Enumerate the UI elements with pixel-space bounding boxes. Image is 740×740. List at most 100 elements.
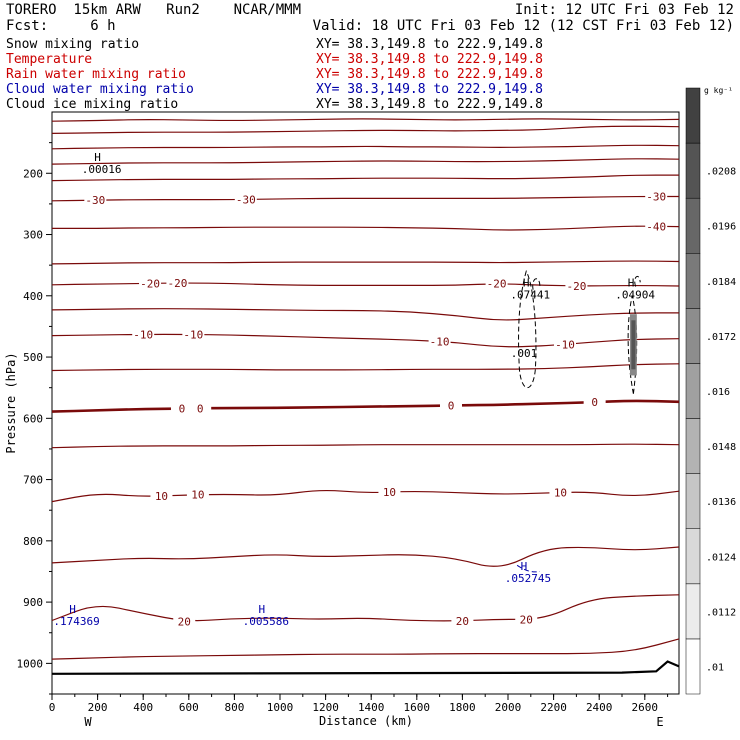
cloud-features	[516, 269, 641, 573]
max-value: .00016	[82, 163, 122, 176]
contour-label: -30	[85, 194, 105, 207]
y-tick-label: 400	[23, 290, 43, 303]
contour-label-bg	[554, 338, 576, 351]
x-tick-label: 600	[179, 701, 199, 714]
field-name: Cloud water mixing ratio	[6, 82, 194, 97]
x-tick-label: 2600	[632, 701, 659, 714]
contour-label: -10	[555, 338, 575, 351]
ice-region-outline	[634, 275, 641, 287]
temperature-contour-line	[51, 260, 680, 265]
temperature-contour-line	[51, 489, 680, 503]
temperature-contour-line	[51, 144, 680, 150]
east-label: E	[656, 715, 663, 729]
contour-label-bg	[645, 220, 668, 233]
contour-label: 10	[155, 490, 168, 503]
colorbar-tick-label: .0136	[706, 497, 736, 508]
max-marker-h: H	[258, 603, 265, 616]
x-tick-label: 1800	[449, 701, 476, 714]
colorbar-tick-label: .0184	[706, 277, 736, 288]
colorbar-segment	[685, 418, 701, 474]
contour-label: -30	[236, 193, 256, 206]
y-tick-label: 1000	[17, 657, 44, 670]
contour-label-bg	[428, 335, 451, 348]
x-tick-label: 1600	[404, 701, 431, 714]
contour-label-bg	[166, 277, 189, 290]
contour-label-bg	[440, 399, 462, 412]
field-xy: XY= 38.3,149.8 to 222.9,149.8	[316, 97, 543, 112]
temperature-contour-line	[51, 225, 680, 231]
contour-label: 10	[191, 489, 204, 502]
maxima-labels: H.174369H.005586H.052745H.07441H.04904H.…	[53, 151, 655, 628]
field-list: Snow mixing ratio XY= 38.3,149.8 to 222.9…	[6, 37, 543, 112]
terrain	[51, 660, 680, 675]
west-label: W	[84, 715, 92, 729]
header: TORERO 15km ARW Run2 NCAR/MMM Init: 12 U…	[6, 2, 734, 34]
max-marker-h: H	[69, 603, 76, 616]
max-value: .174369	[53, 615, 99, 628]
plot-frame	[51, 111, 680, 695]
colorbar-segment	[685, 583, 701, 640]
temperature-contour-line	[51, 282, 680, 287]
temperature-contour-line	[51, 399, 680, 413]
temperature-contour-line	[51, 443, 680, 449]
x-tick-label: 800	[224, 701, 244, 714]
max-value: .04904	[615, 289, 655, 302]
colorbar-tick-label: .0124	[706, 552, 736, 563]
y-tick-label: 700	[23, 474, 43, 487]
colorbar-segment	[685, 197, 701, 254]
valid-time: Valid: 18 UTC Fri 03 Feb 12 (12 CST Fri …	[313, 18, 734, 34]
x-tick-label: 2000	[495, 701, 522, 714]
contour-label-bg	[84, 194, 107, 207]
x-tick-label: 0	[49, 701, 56, 714]
x-tick-label: 2400	[586, 701, 613, 714]
max-marker-h: H	[521, 560, 528, 573]
contour-label: -30	[646, 191, 666, 204]
field-xy: XY= 38.3,149.8 to 222.9,149.8	[316, 52, 543, 67]
max-value: .052745	[505, 572, 551, 585]
contour-label-bg	[485, 277, 508, 290]
field-xy: XY= 38.3,149.8 to 222.9,149.8	[316, 37, 543, 52]
contour-label: -10	[183, 328, 203, 341]
model-title: TORERO 15km ARW Run2 NCAR/MMM	[6, 2, 301, 18]
contour-label-bg	[170, 402, 193, 415]
x-tick-label: 1200	[312, 701, 339, 714]
colorbar-segment	[685, 253, 701, 309]
y-axis-label: Pressure (hPa)	[4, 352, 18, 453]
x-tick-label: 400	[133, 701, 153, 714]
colorbar-segment	[685, 638, 701, 695]
colorbar-tick-label: .0208	[706, 167, 736, 178]
contour-label-bg	[549, 486, 572, 499]
colorbar-tick-label: .01	[706, 662, 724, 673]
y-tick-label: 900	[23, 596, 43, 609]
contour-label: -10	[430, 336, 450, 349]
snow-region-outline	[532, 278, 541, 290]
contour-label-bg	[515, 613, 538, 626]
temperature-contour-line	[51, 174, 679, 182]
temperature-contour-line	[51, 363, 680, 372]
contour-label-bg	[189, 402, 212, 415]
contour-label-bg	[186, 488, 209, 501]
contour-label-bg	[173, 615, 196, 628]
colorbar-unit: g kg⁻¹	[704, 86, 733, 95]
contour-label-bg	[139, 277, 162, 290]
contour-label-bg	[451, 614, 474, 627]
colorbar-tick-label: .016	[706, 387, 730, 398]
contour-label-bg	[150, 489, 173, 502]
field-xy: XY= 38.3,149.8 to 222.9,149.8	[316, 82, 543, 97]
y-tick-label: 500	[23, 351, 43, 364]
max-marker-h: H	[628, 277, 635, 290]
field-name: Rain water mixing ratio	[6, 67, 186, 82]
temperature-contour-line	[51, 195, 679, 202]
contour-label: 20	[520, 613, 533, 626]
contour-label: -10	[133, 328, 153, 341]
cloud-value-annotation: .001	[511, 347, 538, 360]
ice-shading	[631, 320, 636, 370]
contour-label: -40	[646, 220, 666, 233]
temperature-contour-line	[51, 308, 679, 321]
contour-label: 10	[554, 487, 567, 500]
colorbar-segment	[685, 142, 701, 199]
field-name: Snow mixing ratio	[6, 37, 139, 52]
cloud-water-outline	[516, 564, 541, 573]
y-axis: 200 300 400 500 600 700 800 900 1000	[17, 142, 52, 695]
contour-label-bg	[182, 328, 205, 341]
